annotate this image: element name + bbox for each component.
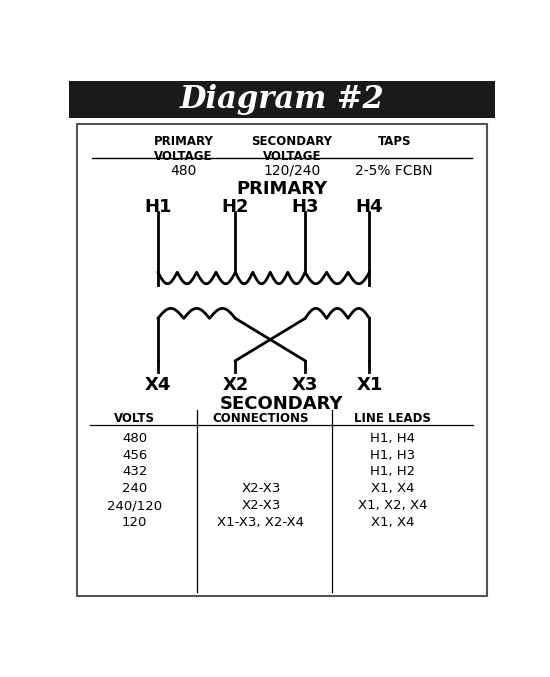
Text: SECONDARY: SECONDARY	[220, 395, 344, 412]
Text: 240/120: 240/120	[107, 500, 162, 512]
Text: 456: 456	[122, 449, 147, 462]
Text: H1, H2: H1, H2	[370, 466, 415, 479]
Text: X1, X4: X1, X4	[371, 483, 415, 496]
Text: 480: 480	[122, 432, 147, 445]
Text: 432: 432	[122, 466, 147, 479]
Text: 480: 480	[170, 164, 197, 177]
Text: X3: X3	[292, 376, 318, 394]
Text: TAPS: TAPS	[377, 135, 411, 148]
Text: 120: 120	[122, 517, 147, 529]
Text: PRIMARY: PRIMARY	[236, 180, 327, 198]
Text: Diagram #2: Diagram #2	[179, 84, 384, 115]
Text: LINE LEADS: LINE LEADS	[354, 412, 431, 424]
Text: X4: X4	[145, 376, 171, 394]
Text: VOLTS: VOLTS	[114, 412, 155, 424]
Text: H1: H1	[144, 198, 172, 216]
Text: X2-X3: X2-X3	[241, 483, 280, 496]
Text: CONNECTIONS: CONNECTIONS	[213, 412, 309, 424]
Text: H4: H4	[356, 198, 383, 216]
Text: X2-X3: X2-X3	[241, 500, 280, 512]
Text: H1, H3: H1, H3	[370, 449, 415, 462]
Text: PRIMARY
VOLTAGE: PRIMARY VOLTAGE	[153, 135, 213, 163]
Text: 240: 240	[122, 483, 147, 496]
Text: H2: H2	[222, 198, 249, 216]
Text: X1, X2, X4: X1, X2, X4	[358, 500, 427, 512]
Text: H1, H4: H1, H4	[370, 432, 415, 445]
Bar	[69, 81, 495, 118]
Text: X1-X3, X2-X4: X1-X3, X2-X4	[217, 517, 305, 529]
Text: 2-5% FCBN: 2-5% FCBN	[355, 164, 433, 177]
Text: X1: X1	[356, 376, 383, 394]
Text: SECONDARY
VOLTAGE: SECONDARY VOLTAGE	[251, 135, 332, 163]
Text: 120/240: 120/240	[263, 164, 321, 177]
Text: X1, X4: X1, X4	[371, 517, 415, 529]
Text: X2: X2	[222, 376, 249, 394]
Text: H3: H3	[292, 198, 319, 216]
